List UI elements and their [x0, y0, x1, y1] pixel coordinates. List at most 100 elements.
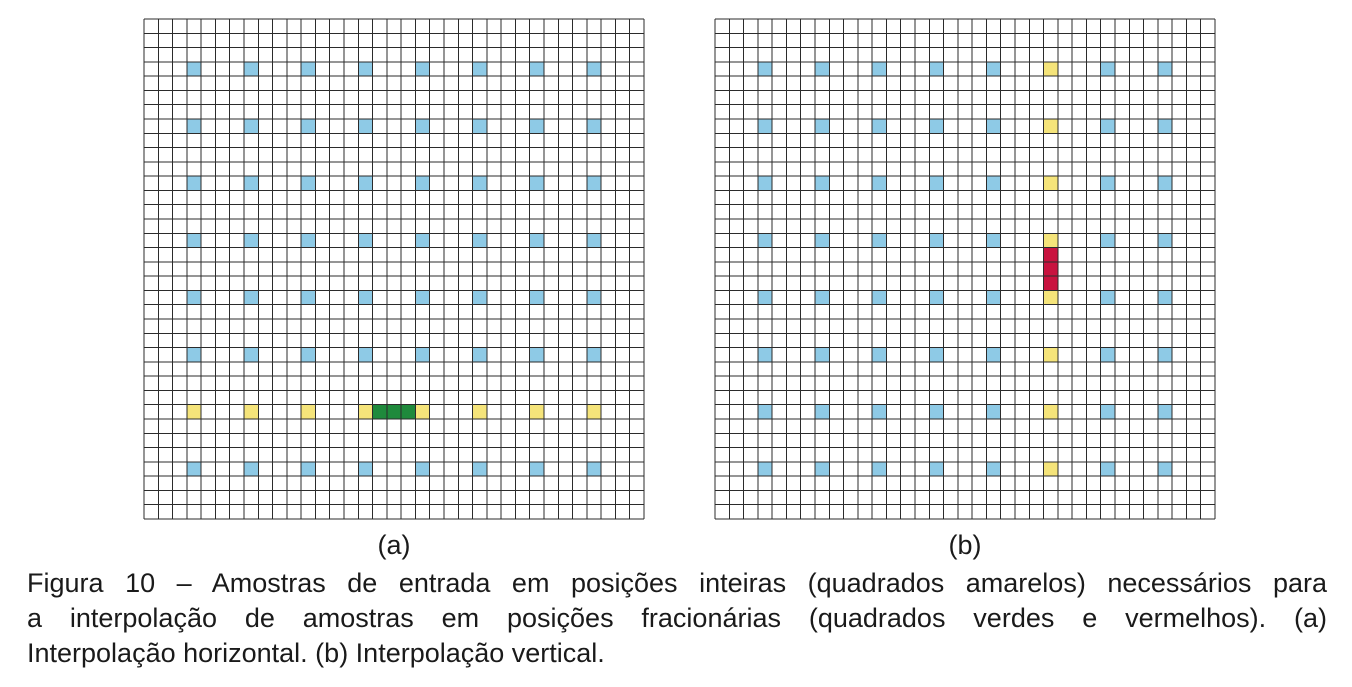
integer-sample: [872, 404, 887, 419]
integer-sample: [1100, 290, 1115, 305]
integer-sample: [1100, 61, 1115, 77]
integer-sample: [1100, 461, 1115, 477]
integer-sample: [301, 119, 316, 134]
integer-sample: [1100, 176, 1115, 191]
integer-sample: [986, 461, 1001, 477]
integer-sample: [1157, 404, 1173, 419]
integer-sample: [1157, 233, 1173, 248]
integer-sample: [415, 176, 430, 191]
required-sample: [301, 404, 316, 419]
integer-sample: [872, 176, 887, 191]
caption-line-3: Interpolação horizontal. (b) Interpolaçã…: [27, 638, 605, 668]
required-sample: [1043, 61, 1058, 77]
integer-sample: [301, 176, 316, 191]
integer-sample: [301, 290, 316, 305]
required-sample: [529, 404, 544, 419]
integer-sample: [1100, 404, 1115, 419]
required-sample: [1043, 347, 1058, 362]
integer-sample: [415, 61, 430, 77]
grid-a: [143, 18, 645, 520]
required-sample: [358, 404, 373, 419]
integer-sample: [815, 461, 830, 477]
integer-sample: [986, 61, 1001, 77]
integer-sample: [472, 176, 487, 191]
integer-sample: [244, 347, 259, 362]
fractional-sample: [1043, 261, 1058, 277]
integer-sample: [586, 461, 602, 477]
integer-sample: [358, 233, 373, 248]
integer-sample: [415, 233, 430, 248]
integer-sample: [358, 461, 373, 477]
integer-sample: [757, 176, 773, 191]
integer-sample: [586, 347, 602, 362]
integer-sample: [529, 290, 544, 305]
grid-background: [144, 19, 644, 519]
integer-sample: [472, 461, 487, 477]
integer-sample: [872, 233, 887, 248]
integer-sample: [529, 347, 544, 362]
integer-sample: [244, 61, 259, 77]
integer-sample: [186, 61, 202, 77]
required-sample: [472, 404, 487, 419]
integer-sample: [1157, 461, 1173, 477]
integer-sample: [815, 347, 830, 362]
fractional-sample: [1043, 247, 1058, 262]
integer-sample: [929, 176, 944, 191]
fractional-sample: [372, 404, 387, 419]
integer-sample: [415, 461, 430, 477]
integer-sample: [472, 347, 487, 362]
required-sample: [244, 404, 259, 419]
grid-lines: [714, 18, 1216, 520]
integer-sample: [1100, 233, 1115, 248]
required-sample: [1043, 290, 1058, 305]
integer-sample: [586, 61, 602, 77]
integer-sample: [929, 347, 944, 362]
grid-lines: [143, 18, 645, 520]
integer-sample: [244, 233, 259, 248]
integer-sample: [986, 290, 1001, 305]
integer-sample: [244, 119, 259, 134]
fractional-sample: [386, 404, 402, 419]
grid-b: [714, 18, 1216, 520]
required-sample: [186, 404, 202, 419]
integer-sample: [358, 176, 373, 191]
integer-sample: [358, 61, 373, 77]
caption-line-2: a interpolação de amostras em posições f…: [27, 603, 1327, 633]
required-sample: [586, 404, 602, 419]
integer-sample: [929, 290, 944, 305]
integer-sample: [301, 347, 316, 362]
integer-sample: [872, 461, 887, 477]
sublabel-a: (a): [377, 530, 411, 560]
integer-sample: [415, 347, 430, 362]
integer-sample: [472, 290, 487, 305]
integer-sample: [415, 119, 430, 134]
integer-sample: [186, 176, 202, 191]
figure-caption: Figura 10 – Amostras de entrada em posiç…: [27, 566, 1327, 671]
sublabel-b: (b): [948, 530, 982, 560]
fractional-sample: [1043, 276, 1058, 291]
integer-sample: [586, 233, 602, 248]
integer-sample: [529, 461, 544, 477]
integer-sample: [586, 119, 602, 134]
integer-sample: [986, 233, 1001, 248]
integer-sample: [757, 290, 773, 305]
integer-sample: [586, 290, 602, 305]
caption-line-1: Figura 10 – Amostras de entrada em posiç…: [27, 568, 1327, 598]
integer-sample: [986, 119, 1001, 134]
integer-sample: [872, 347, 887, 362]
integer-sample: [358, 347, 373, 362]
required-sample: [1043, 404, 1058, 419]
integer-sample: [929, 61, 944, 77]
integer-sample: [1100, 119, 1115, 134]
integer-sample: [815, 61, 830, 77]
integer-sample: [1157, 61, 1173, 77]
required-sample: [1043, 176, 1058, 191]
grid-background: [715, 19, 1215, 519]
integer-sample: [301, 61, 316, 77]
integer-sample: [358, 119, 373, 134]
integer-sample: [872, 119, 887, 134]
integer-sample: [529, 233, 544, 248]
integer-sample: [529, 119, 544, 134]
integer-sample: [757, 233, 773, 248]
integer-sample: [929, 404, 944, 419]
